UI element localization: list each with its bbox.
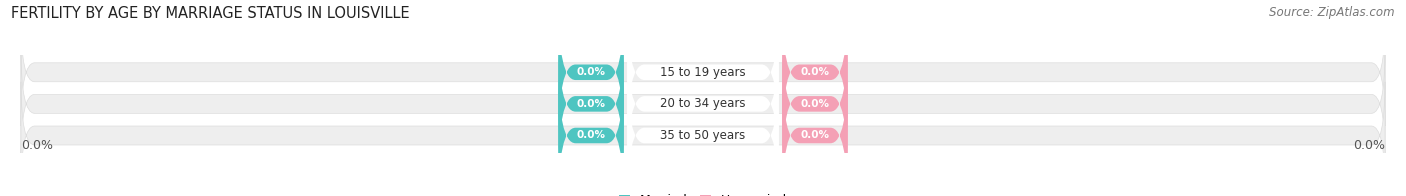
FancyBboxPatch shape [21,19,1385,126]
FancyBboxPatch shape [21,82,1385,189]
Text: Source: ZipAtlas.com: Source: ZipAtlas.com [1270,6,1395,19]
Text: 0.0%: 0.0% [576,67,606,77]
Text: 20 to 34 years: 20 to 34 years [661,97,745,110]
Text: FERTILITY BY AGE BY MARRIAGE STATUS IN LOUISVILLE: FERTILITY BY AGE BY MARRIAGE STATUS IN L… [11,6,411,21]
FancyBboxPatch shape [558,33,624,175]
FancyBboxPatch shape [782,33,848,175]
FancyBboxPatch shape [782,1,848,143]
FancyBboxPatch shape [627,1,779,143]
Legend: Married, Unmarried: Married, Unmarried [619,194,787,196]
FancyBboxPatch shape [558,1,624,143]
Text: 0.0%: 0.0% [800,131,830,141]
Text: 0.0%: 0.0% [576,99,606,109]
Text: 0.0%: 0.0% [800,67,830,77]
Text: 0.0%: 0.0% [576,131,606,141]
Text: 35 to 50 years: 35 to 50 years [661,129,745,142]
Text: 0.0%: 0.0% [21,139,53,152]
FancyBboxPatch shape [627,64,779,196]
FancyBboxPatch shape [782,64,848,196]
Text: 15 to 19 years: 15 to 19 years [661,66,745,79]
FancyBboxPatch shape [627,33,779,175]
Text: 0.0%: 0.0% [800,99,830,109]
FancyBboxPatch shape [558,64,624,196]
Text: 0.0%: 0.0% [1353,139,1385,152]
FancyBboxPatch shape [21,50,1385,158]
